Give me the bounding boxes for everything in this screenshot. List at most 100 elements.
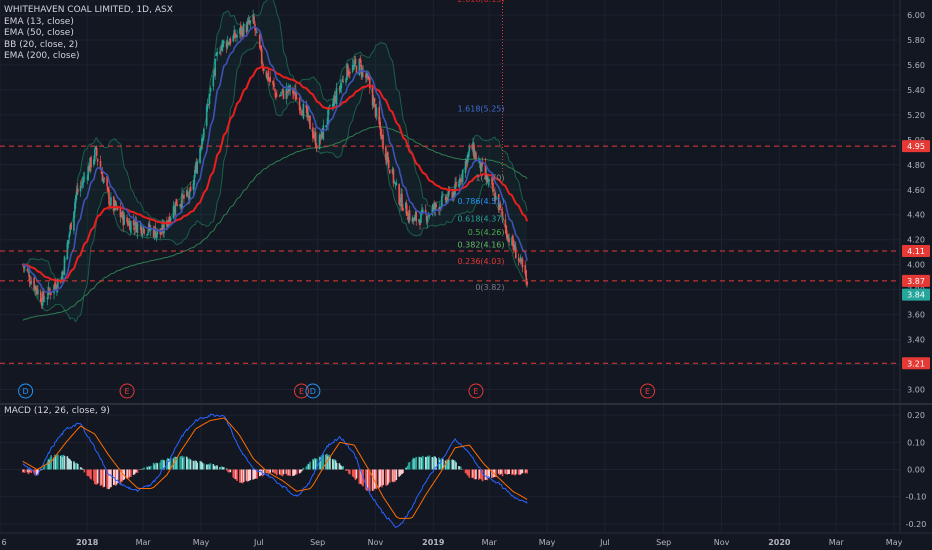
macd-bar bbox=[225, 468, 228, 470]
macd-bar bbox=[524, 469, 527, 474]
macd-bar bbox=[120, 469, 123, 482]
candle-body bbox=[452, 191, 455, 201]
candle-body bbox=[295, 89, 297, 101]
macd-bar bbox=[174, 456, 177, 470]
candle-body bbox=[207, 104, 210, 106]
candle-body bbox=[186, 191, 189, 195]
macd-bar bbox=[314, 459, 317, 470]
price-tick-label: 3.00 bbox=[907, 386, 925, 395]
candle-body bbox=[286, 91, 289, 93]
macd-bar bbox=[288, 469, 290, 476]
event-marker bbox=[294, 383, 310, 399]
macd-bar bbox=[371, 469, 374, 491]
macd-bar bbox=[40, 469, 43, 470]
legend-ema200[interactable]: EMA (200, close) bbox=[4, 51, 80, 61]
macd-bar bbox=[96, 469, 99, 484]
macd-bar bbox=[521, 469, 524, 474]
candle-body bbox=[359, 58, 362, 63]
candle-body bbox=[259, 45, 262, 50]
candle-body bbox=[353, 60, 356, 67]
macd-bar bbox=[239, 469, 241, 483]
macd-bar bbox=[93, 469, 95, 481]
time-tick-label: 2020 bbox=[768, 538, 791, 547]
macd-bar bbox=[261, 469, 264, 477]
candle-body bbox=[29, 281, 32, 284]
candle-body bbox=[391, 168, 394, 174]
macd-bar bbox=[385, 469, 387, 486]
macd-bar bbox=[513, 469, 515, 475]
symbol-title[interactable]: WHITEHAVEN COAL LIMITED, 1D, ASX bbox=[4, 5, 173, 15]
macd-bar bbox=[87, 469, 89, 477]
macd-bar bbox=[48, 459, 51, 470]
candle-body bbox=[112, 196, 115, 211]
candle-body bbox=[143, 229, 145, 234]
candle-body bbox=[41, 292, 44, 306]
macd-bar bbox=[220, 466, 222, 470]
macd-bar bbox=[182, 457, 184, 470]
macd-bar bbox=[289, 469, 291, 477]
macd-bar bbox=[353, 469, 356, 479]
candle-body bbox=[154, 227, 157, 238]
macd-bar bbox=[434, 456, 436, 470]
candle-body bbox=[404, 202, 407, 209]
macd-bar bbox=[126, 469, 128, 479]
macd-bar bbox=[281, 469, 284, 477]
macd-bar bbox=[415, 456, 418, 470]
macd-bar bbox=[189, 459, 192, 470]
candle-body bbox=[371, 86, 374, 106]
macd-bar bbox=[240, 469, 242, 483]
candle-body bbox=[414, 214, 417, 216]
candle-body bbox=[491, 177, 493, 185]
candle-body bbox=[240, 25, 242, 36]
candle-body bbox=[130, 221, 132, 233]
macd-tick-label: 0.00 bbox=[907, 466, 925, 475]
macd-bar bbox=[102, 469, 105, 488]
macd-bar bbox=[60, 455, 63, 470]
candle-body bbox=[315, 146, 318, 149]
macd-bar bbox=[501, 469, 504, 477]
candle-body bbox=[102, 178, 105, 183]
candle-body bbox=[525, 270, 528, 281]
macd-histogram bbox=[21, 453, 528, 492]
macd-bar bbox=[445, 460, 448, 470]
macd-bar bbox=[159, 462, 162, 470]
macd-bar bbox=[259, 469, 262, 476]
macd-bar bbox=[28, 469, 31, 473]
candle-body bbox=[312, 127, 314, 138]
macd-bar bbox=[315, 458, 318, 470]
macd-bar bbox=[205, 464, 208, 470]
macd-bar bbox=[309, 461, 311, 470]
macd-bar bbox=[61, 456, 64, 470]
candle-body bbox=[480, 161, 483, 172]
macd-bar bbox=[132, 469, 135, 475]
candle-body bbox=[388, 169, 391, 174]
candle-body bbox=[520, 259, 523, 262]
macd-bar bbox=[29, 469, 32, 473]
time-tick-label: 2019 bbox=[422, 538, 445, 547]
candle-body bbox=[419, 222, 421, 225]
candle-body bbox=[333, 95, 336, 103]
candle-body bbox=[351, 64, 354, 72]
candle-body bbox=[276, 95, 278, 97]
macd-bar bbox=[488, 469, 491, 478]
macd-legend[interactable]: MACD (12, 26, close, 9) bbox=[4, 406, 110, 416]
candle-body bbox=[155, 233, 158, 239]
candle-body bbox=[234, 32, 236, 38]
macd-bar bbox=[47, 458, 50, 470]
macd-bar bbox=[375, 469, 378, 490]
candle-body bbox=[146, 234, 148, 236]
legend-ema13[interactable]: EMA (13, close) bbox=[4, 16, 74, 27]
macd-bar bbox=[57, 454, 59, 470]
macd-bar bbox=[333, 459, 336, 470]
candle-body bbox=[196, 161, 199, 174]
candle-body bbox=[76, 188, 79, 193]
macd-bar bbox=[148, 466, 150, 470]
time-tick-label: Mar bbox=[829, 538, 845, 547]
legend-ema50[interactable]: EMA (50, close) bbox=[4, 28, 74, 38]
legend-bb[interactable]: BB (20, close, 2) bbox=[4, 39, 79, 50]
candle-body bbox=[332, 99, 335, 106]
candle-body bbox=[235, 35, 237, 37]
macd-bar bbox=[240, 469, 243, 483]
